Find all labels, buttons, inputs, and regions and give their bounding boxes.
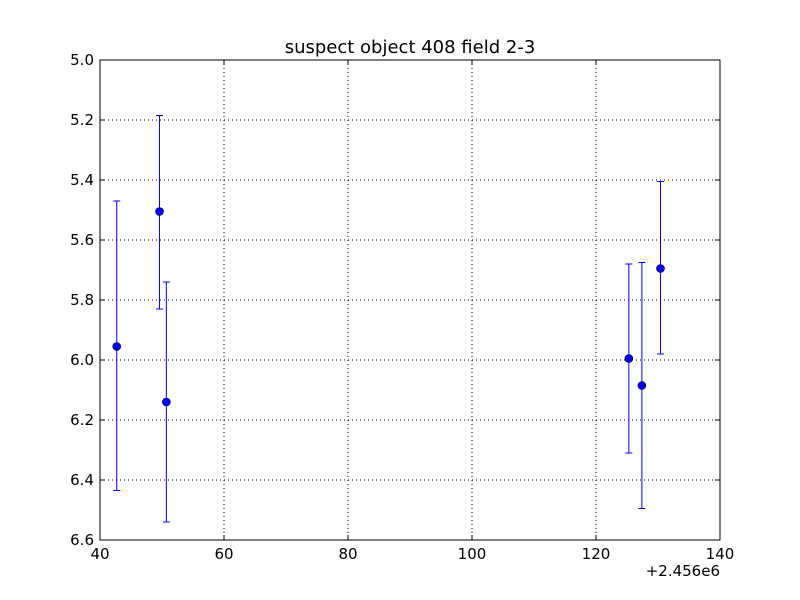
y-tick-label: 6.2 bbox=[70, 411, 94, 429]
y-tick-label: 6.4 bbox=[70, 471, 94, 489]
data-point bbox=[637, 381, 647, 390]
x-offset-label: +2.456e6 bbox=[646, 562, 720, 580]
y-tick-label: 5.4 bbox=[70, 171, 94, 189]
y-tick-label: 5.2 bbox=[70, 111, 94, 129]
data-point bbox=[162, 397, 171, 407]
x-tick-label: 60 bbox=[214, 545, 233, 563]
y-tick-label: 5.8 bbox=[70, 291, 94, 309]
y-tick-label: 6.6 bbox=[70, 531, 94, 549]
x-tick-label: 80 bbox=[338, 545, 357, 563]
data-point bbox=[624, 354, 634, 363]
data-point bbox=[112, 342, 122, 351]
y-tick-label: 5.0 bbox=[70, 51, 94, 69]
x-tick-label: 120 bbox=[582, 545, 611, 563]
chart-title: suspect object 408 field 2-3 bbox=[285, 37, 536, 58]
x-tick-label: 140 bbox=[706, 545, 735, 563]
x-tick-label: 100 bbox=[458, 545, 487, 563]
data-point bbox=[155, 207, 164, 216]
tick-layer: 40 60 80 100 120 140 5.0 5.2 5.4 5.6 5.8 6.0 6.2 6.4 6… bbox=[70, 51, 734, 563]
grid-layer bbox=[100, 60, 720, 540]
y-tick-label: 5.6 bbox=[70, 231, 94, 249]
data-point bbox=[656, 264, 665, 273]
y-tick-label: 6.0 bbox=[70, 351, 94, 369]
x-tick-label: 40 bbox=[90, 545, 109, 563]
data-layer bbox=[112, 115, 665, 523]
